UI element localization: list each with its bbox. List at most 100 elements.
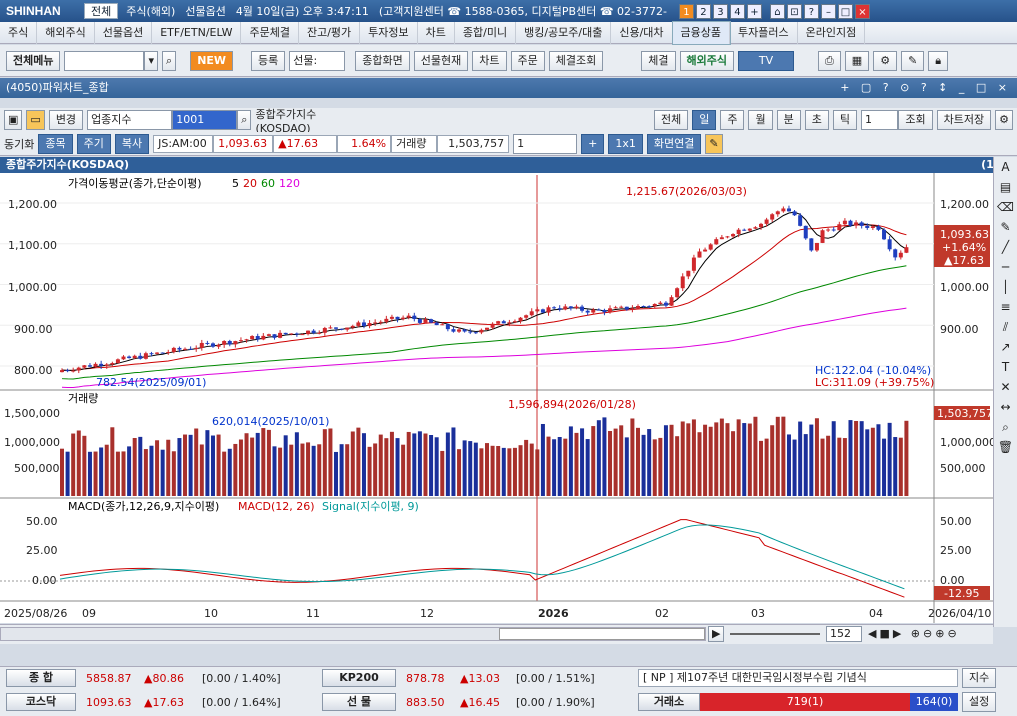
- settings-button[interactable]: 설정: [962, 692, 997, 712]
- overseas-stock-button[interactable]: 해외주식: [679, 50, 734, 71]
- line-icon[interactable]: ╱: [1001, 240, 1010, 254]
- dropdown-icon[interactable]: ▾: [144, 50, 159, 71]
- text-icon[interactable]: T: [1001, 360, 1010, 374]
- order-button[interactable]: 주문: [510, 50, 545, 71]
- link-screen-button[interactable]: 화면연결: [646, 133, 702, 154]
- grid-icon[interactable]: ▤: [999, 180, 1012, 194]
- alpha-tv-button[interactable]: TV: [737, 50, 794, 71]
- futures-select[interactable]: 선물:: [289, 50, 346, 71]
- menu-financial[interactable]: 금융상품: [671, 20, 732, 45]
- menu-etf[interactable]: ETF/ETN/ELW: [152, 21, 242, 44]
- pin-icon[interactable]: ⊡: [786, 3, 802, 19]
- menu-balance[interactable]: 잔고/평가: [299, 21, 361, 44]
- print-icon[interactable]: ⎙: [817, 50, 841, 71]
- screen-4-button[interactable]: 4: [729, 3, 745, 19]
- tab-second[interactable]: 초: [804, 110, 829, 130]
- screen-3-button[interactable]: 3: [712, 3, 728, 19]
- new-button[interactable]: NEW: [190, 50, 234, 71]
- help-icon[interactable]: ?: [803, 3, 819, 19]
- menu-chart[interactable]: 차트: [418, 21, 455, 44]
- add-button[interactable]: +: [581, 133, 605, 154]
- item-button[interactable]: 종목: [38, 133, 73, 154]
- chart-area[interactable]: 가격이동평균(종가,단순이평) 5 20 60 120 1,215.67(202…: [0, 173, 996, 623]
- tab-day[interactable]: 일: [692, 110, 717, 130]
- news-ticker[interactable]: [ NP ] 제107주년 대한민국임시정부수립 기념식: [638, 669, 958, 687]
- fib-icon[interactable]: ≡: [1000, 300, 1011, 314]
- all-menu-button[interactable]: 전체메뉴: [6, 50, 61, 71]
- register-button[interactable]: 등록: [251, 50, 286, 71]
- index-button[interactable]: 지수: [962, 668, 997, 688]
- maximize-icon[interactable]: □: [837, 3, 853, 19]
- view-button[interactable]: 조회: [898, 110, 933, 130]
- menu-mini[interactable]: 종합/미니: [455, 21, 517, 44]
- tab-month[interactable]: 월: [748, 110, 773, 130]
- cross-icon[interactable]: ✕: [1000, 380, 1011, 394]
- horizontal-line-icon[interactable]: ─: [1001, 260, 1010, 274]
- eraser-icon[interactable]: ⌫: [997, 200, 1014, 214]
- screen-1-button[interactable]: 1: [678, 3, 694, 19]
- window-controls-icon[interactable]: + ▢ ? ⊙ ? ↕ _ □ ×: [840, 81, 1011, 94]
- index-select[interactable]: 업종지수: [87, 110, 173, 130]
- delete-icon[interactable]: 🗑︎: [997, 440, 1014, 454]
- cursor-icon[interactable]: A: [1001, 160, 1010, 174]
- exec-query-button[interactable]: 체결조회: [548, 50, 604, 71]
- search-icon[interactable]: ⌕: [237, 110, 252, 130]
- combo-screen-button[interactable]: 종합화면: [355, 50, 410, 71]
- home-icon[interactable]: ⌂: [769, 3, 785, 19]
- screen-2-button[interactable]: 2: [695, 3, 711, 19]
- change-button[interactable]: 변경: [48, 110, 84, 130]
- zoom-icon[interactable]: ⌕: [1002, 420, 1009, 434]
- close-icon[interactable]: ×: [854, 3, 870, 19]
- chart-scrollbar[interactable]: [0, 627, 706, 641]
- lock-icon[interactable]: 🔒︎: [928, 50, 949, 71]
- minimize-icon[interactable]: –: [820, 3, 836, 19]
- menu-order[interactable]: 주문체결: [241, 21, 299, 44]
- navigation-icons[interactable]: ◀■▶ ⊕⊖⊕⊖: [868, 627, 960, 640]
- menu-banking[interactable]: 뱅킹/공모주/대출: [516, 21, 612, 44]
- channel-icon[interactable]: ⫽: [1002, 320, 1009, 334]
- title-item[interactable]: 주식(해외): [126, 5, 176, 18]
- pen-icon[interactable]: ✎: [1000, 220, 1011, 234]
- menu-plus[interactable]: 투자플러스: [730, 21, 798, 44]
- vertical-line-icon[interactable]: │: [1001, 280, 1010, 294]
- tab-tick[interactable]: 틱: [832, 110, 857, 130]
- settle-button[interactable]: 체결: [641, 50, 676, 71]
- tab-all[interactable]: 전체: [653, 110, 689, 130]
- menu-stock[interactable]: 주식: [0, 21, 38, 44]
- bar-count-input[interactable]: 152: [826, 626, 862, 642]
- menu-online[interactable]: 온라인지점: [798, 21, 866, 44]
- menu-credit[interactable]: 신용/대차: [611, 21, 673, 44]
- tab-minute[interactable]: 분: [776, 110, 801, 130]
- arrow-icon[interactable]: ↗: [1000, 340, 1011, 354]
- tab-week[interactable]: 주: [720, 110, 745, 130]
- scrollbar-thumb[interactable]: [499, 628, 705, 640]
- settings-icon[interactable]: ⚙: [873, 50, 898, 71]
- save-chart-button[interactable]: 차트저장: [936, 110, 992, 130]
- scroll-right-icon[interactable]: ▶: [708, 626, 725, 642]
- add-screen-button[interactable]: +: [746, 3, 762, 19]
- menu-futures[interactable]: 선물옵션: [95, 21, 153, 44]
- layout-icon[interactable]: ▭: [26, 110, 45, 130]
- layout-1x1-button[interactable]: 1x1: [608, 133, 643, 154]
- cycle-button[interactable]: 주기: [76, 133, 111, 154]
- chart-svg[interactable]: 가격이동평균(종가,단순이평) 5 20 60 120 1,215.67(202…: [0, 173, 996, 623]
- ruler-icon[interactable]: ↔: [1000, 400, 1011, 414]
- search-icon[interactable]: ⌕: [162, 50, 177, 71]
- chart-button[interactable]: 차트: [472, 50, 507, 71]
- menu-overseas[interactable]: 해외주식: [37, 21, 95, 44]
- memo-icon[interactable]: ✎: [901, 50, 925, 71]
- copy-button[interactable]: 복사: [114, 133, 150, 154]
- zoom-slider[interactable]: [730, 633, 820, 635]
- pen-icon[interactable]: ✎: [705, 133, 723, 154]
- panel-icon[interactable]: ▣: [4, 110, 23, 130]
- futures-current-button[interactable]: 선물현재: [413, 50, 469, 71]
- count-select[interactable]: 1: [513, 133, 578, 154]
- screen-search-input[interactable]: [64, 50, 145, 71]
- period-input[interactable]: 1: [860, 110, 899, 130]
- market-select[interactable]: 전체: [84, 3, 119, 19]
- menu-info[interactable]: 투자정보: [360, 21, 418, 44]
- title-item[interactable]: 선물옵션: [185, 5, 226, 18]
- gear-icon[interactable]: ⚙: [995, 110, 1013, 130]
- code-input[interactable]: 1001: [172, 110, 238, 130]
- calculator-icon[interactable]: ▦: [844, 50, 870, 71]
